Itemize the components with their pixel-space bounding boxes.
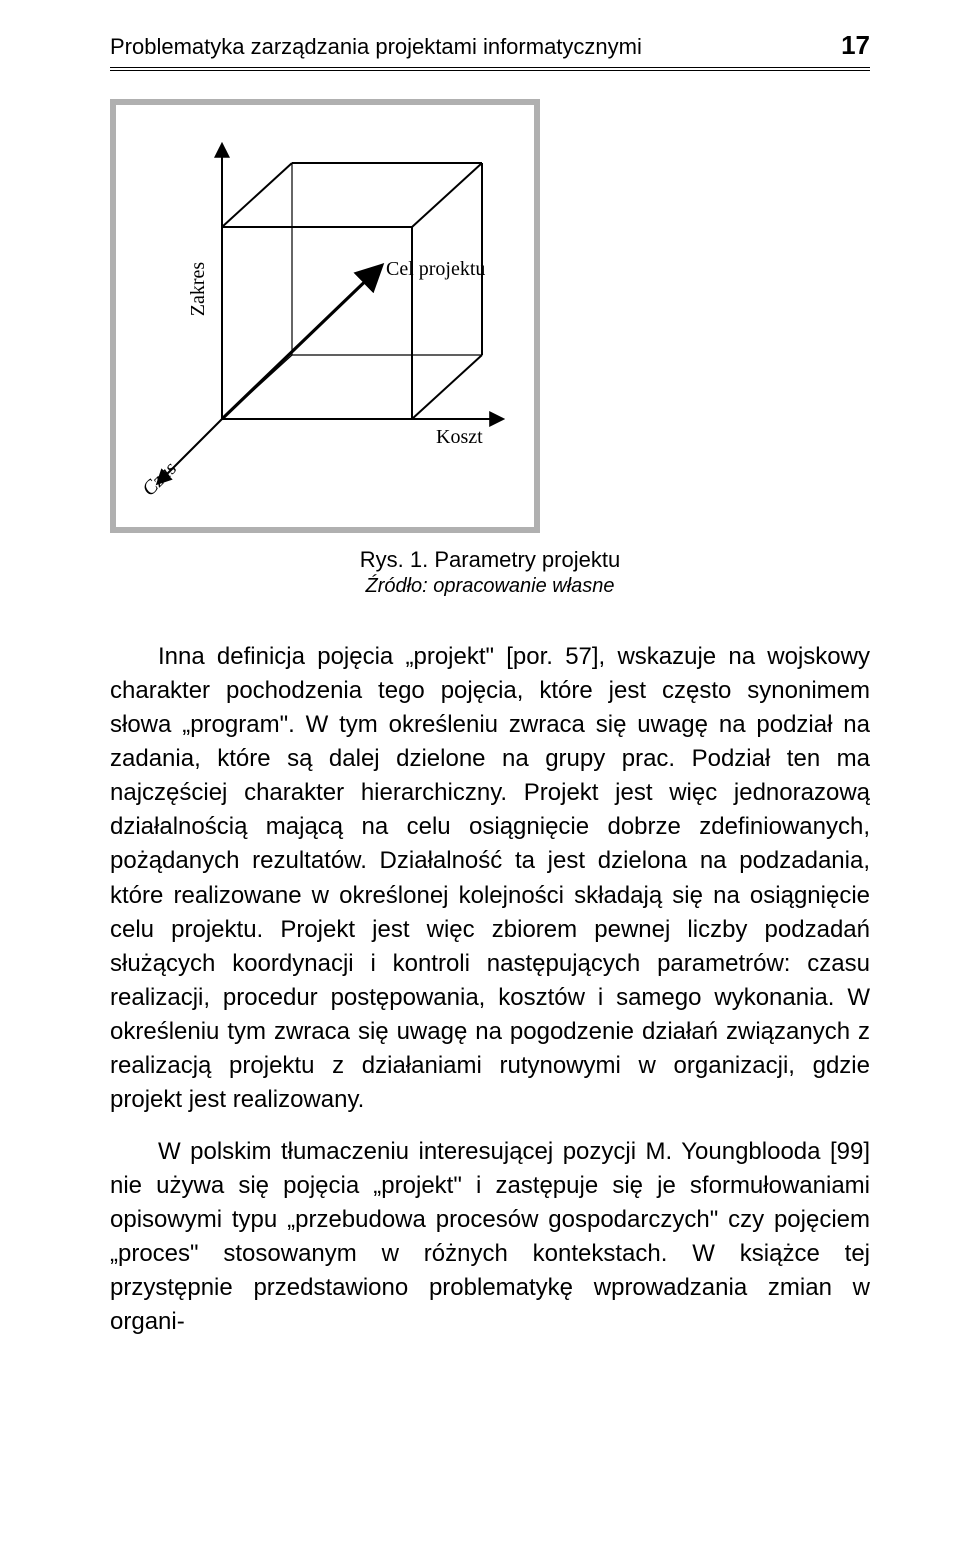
header-rule xyxy=(110,67,870,71)
running-header: Problematyka zarządzania projektami info… xyxy=(110,30,870,61)
running-title: Problematyka zarządzania projektami info… xyxy=(110,34,642,60)
page-number: 17 xyxy=(841,30,870,61)
page: Problematyka zarządzania projektami info… xyxy=(0,0,960,1398)
paragraph-1: Inna definicja pojęcia „projekt" [por. 5… xyxy=(110,640,870,1117)
diag-axis-label: Czas xyxy=(138,457,181,500)
body-text: Inna definicja pojęcia „projekt" [por. 5… xyxy=(110,640,870,1340)
x-axis-label: Koszt xyxy=(436,426,483,448)
paragraph-2: W polskim tłumaczeniu interesującej pozy… xyxy=(110,1135,870,1339)
figure-caption: Rys. 1. Parametry projektu xyxy=(110,547,870,573)
cube-diagram: Zakres Cel projektu Koszt Czas xyxy=(132,119,522,509)
figure-frame: Zakres Cel projektu Koszt Czas xyxy=(110,99,540,533)
figure-source: Źródło: opracowanie własne xyxy=(110,575,870,598)
interior-label: Cel projektu xyxy=(386,258,485,280)
y-axis-label: Zakres xyxy=(187,262,209,317)
goal-arrow xyxy=(222,269,378,419)
figure-source-text: Źródło: opracowanie własne xyxy=(365,575,614,597)
